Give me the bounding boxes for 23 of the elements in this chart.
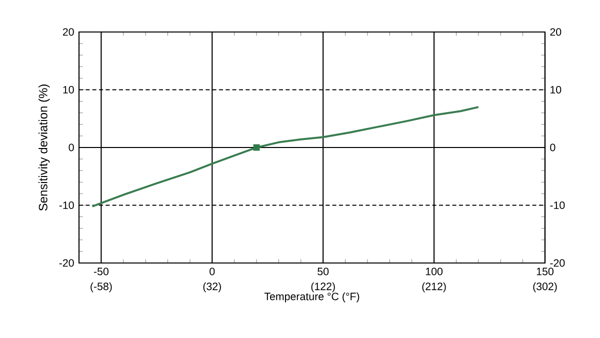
x-tick-label: 50 (318, 268, 329, 276)
x2-tick-label: (212) (422, 282, 446, 292)
y-tick-label: -20 (59, 259, 74, 267)
y-tick-label: -10 (59, 201, 74, 210)
line-series (91, 106, 480, 208)
x2-tick-label: (-58) (90, 282, 112, 292)
y-tick-label: 10 (63, 86, 74, 94)
y-axis-title: Sensitivity deviation (%) (38, 84, 50, 211)
x-tick-label: 100 (426, 268, 443, 276)
x2-tick-label: (32) (203, 282, 221, 292)
y2-tick-label: 20 (550, 28, 562, 36)
x-tick-label: 0 (210, 268, 215, 276)
x2-tick-label: (302) (533, 282, 557, 292)
y2-tick-label: 10 (550, 86, 562, 94)
y-tick-label: 20 (62, 28, 74, 36)
y2-tick-label: -10 (550, 201, 565, 210)
y2-tick-label: -20 (550, 259, 565, 267)
x-axis-title: Temperature °C (°F) (264, 292, 360, 302)
x-tick-label: 150 (536, 268, 554, 276)
y-tick-label: 0 (68, 144, 74, 152)
x-tick-label: -50 (94, 268, 108, 276)
x2-tick-label: (122) (311, 282, 335, 292)
y2-tick-label: 0 (550, 144, 556, 152)
